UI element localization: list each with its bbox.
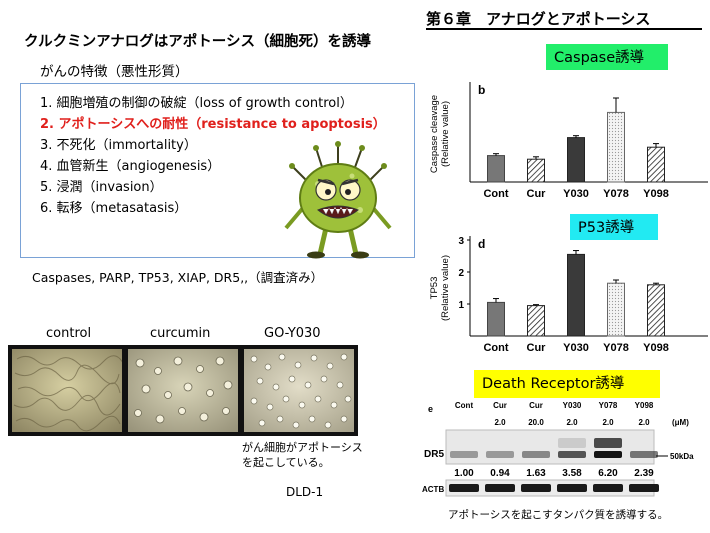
x-tick-label: Cont xyxy=(483,342,508,354)
bar xyxy=(647,146,665,183)
lane-label: Cur xyxy=(529,401,543,410)
micrograph-label-curcumin: curcumin xyxy=(150,326,211,341)
x-tick-label: Cur xyxy=(527,342,547,354)
dr5-band xyxy=(630,451,658,458)
y-axis-label: Caspase cleavage(Relative value) xyxy=(429,95,451,173)
actb-band xyxy=(521,484,551,492)
bar xyxy=(607,282,625,337)
bar xyxy=(647,284,665,337)
actb-band xyxy=(449,484,479,492)
lane-label: Cur xyxy=(493,401,507,410)
x-tick-label: Y078 xyxy=(603,342,629,354)
y-axis-label: TP53(Relative value) xyxy=(429,255,451,321)
micrograph-note: がん細胞がアポトーシス を起こしている。 xyxy=(242,440,363,470)
hallmarks-box xyxy=(20,83,415,258)
micrograph-curcumin xyxy=(128,349,238,432)
quant-value: 6.20 xyxy=(598,468,618,479)
lane-dose: 20.0 xyxy=(528,418,544,427)
quant-value: 1.00 xyxy=(454,468,474,479)
micrograph-note-line: を起こしている。 xyxy=(242,456,330,469)
hallmark-item: 4. 血管新生（angiogenesis） xyxy=(40,159,221,174)
x-tick-label: Y030 xyxy=(563,342,589,354)
micrograph-goy030 xyxy=(244,349,354,432)
lane-dose: 2.0 xyxy=(638,418,650,427)
examined-proteins: Caspases, PARP, TP53, XIAP, DR5,,（調査済み） xyxy=(32,270,324,285)
row-label: DR5 xyxy=(424,449,444,460)
hallmark-item-highlight: 2. アポトーシスへの耐性（resistance to apoptosis） xyxy=(40,117,386,132)
page-title: クルクミンアナログはアポトーシス（細胞死）を誘導 xyxy=(24,34,371,50)
hallmark-item: 6. 転移（metasatasis） xyxy=(40,201,188,216)
lane-label: Y098 xyxy=(635,401,654,410)
dr5-band xyxy=(450,451,478,458)
bar xyxy=(487,155,505,183)
caspase-label: Caspase誘導 xyxy=(546,44,668,70)
lane-dose: 2.0 xyxy=(602,418,614,427)
micrograph-note-line: がん細胞がアポトーシス xyxy=(242,441,363,454)
actb-band xyxy=(593,484,623,492)
quant-value: 2.39 xyxy=(634,468,654,479)
actb-band xyxy=(557,484,587,492)
bar xyxy=(607,111,625,183)
germ-monster-illustration xyxy=(284,141,392,259)
y-tick-label: 3 xyxy=(458,236,464,247)
chart-tp53: d 1 2 3 TP53(Relative value) Cont Cur Y030 Y078 Y… xyxy=(429,236,708,354)
bar xyxy=(527,158,545,183)
hallmark-item: 1. 細胞増殖の制御の破綻（loss of growth control） xyxy=(40,96,353,111)
bar xyxy=(567,253,585,337)
actb-band xyxy=(485,484,515,492)
section-subtitle: がんの特徴（悪性形質） xyxy=(40,64,189,80)
hallmark-item: 3. 不死化（immortality） xyxy=(40,138,197,153)
row-label: ACTB xyxy=(422,485,444,494)
quant-value: 0.94 xyxy=(490,468,510,479)
hallmark-item: 5. 浸潤（invasion） xyxy=(40,180,163,195)
chapter-underline xyxy=(426,28,702,30)
chapter-title: 第６章 アナログとアポトーシス xyxy=(426,10,651,28)
quant-value: 3.58 xyxy=(562,468,582,479)
quant-value: 1.63 xyxy=(526,468,546,479)
p53-label: P53誘導 xyxy=(570,214,658,240)
dr5-band-upper xyxy=(594,438,622,448)
panel-label: b xyxy=(478,83,485,97)
dr5-band xyxy=(594,451,622,458)
micrograph-panel xyxy=(8,345,358,436)
lane-label: Y078 xyxy=(599,401,618,410)
x-tick-label: Y030 xyxy=(563,188,589,200)
panel-label: d xyxy=(478,237,485,251)
cell-line-label: DLD-1 xyxy=(286,485,324,499)
micrograph-label-control: control xyxy=(46,326,92,341)
lane-dose: 2.0 xyxy=(494,418,506,427)
x-tick-label: Y098 xyxy=(643,188,669,200)
dr5-band xyxy=(558,451,586,458)
actb-band xyxy=(629,484,659,492)
western-blot: e Cont 1.00 Cur 2.0 0.94 Cur 20.0 1.63 Y030 2.0 3.5… xyxy=(422,401,694,497)
micrograph-control xyxy=(12,349,122,432)
dr5-membrane xyxy=(445,429,655,465)
chart-caspase: b Caspase cleavage(Relative value) Cont Cur… xyxy=(429,82,708,200)
dose-unit: (μM) xyxy=(672,418,689,427)
bar xyxy=(567,137,585,183)
micrograph-label-goy030: GO-Y030 xyxy=(264,326,321,341)
lane-dose: 2.0 xyxy=(566,418,578,427)
y-tick-label: 2 xyxy=(458,268,464,279)
bar xyxy=(487,301,505,337)
death-receptor-label: Death Receptor誘導 xyxy=(474,370,660,398)
y-tick-label: 1 xyxy=(458,300,464,311)
dr5-band-upper xyxy=(558,438,586,448)
x-tick-label: Y098 xyxy=(643,342,669,354)
panel-label: e xyxy=(428,404,433,414)
bar xyxy=(527,305,545,337)
x-tick-label: Y078 xyxy=(603,188,629,200)
lane-label: Cont xyxy=(455,401,474,410)
lane-label: Y030 xyxy=(563,401,582,410)
x-tick-label: Cont xyxy=(483,188,508,200)
x-tick-label: Cur xyxy=(527,188,547,200)
dr5-band xyxy=(486,451,514,458)
size-marker: 50kDa xyxy=(670,452,694,461)
dr5-band xyxy=(522,451,550,458)
footnote: アポトーシスを起こすタンパク質を誘導する。 xyxy=(448,509,669,521)
